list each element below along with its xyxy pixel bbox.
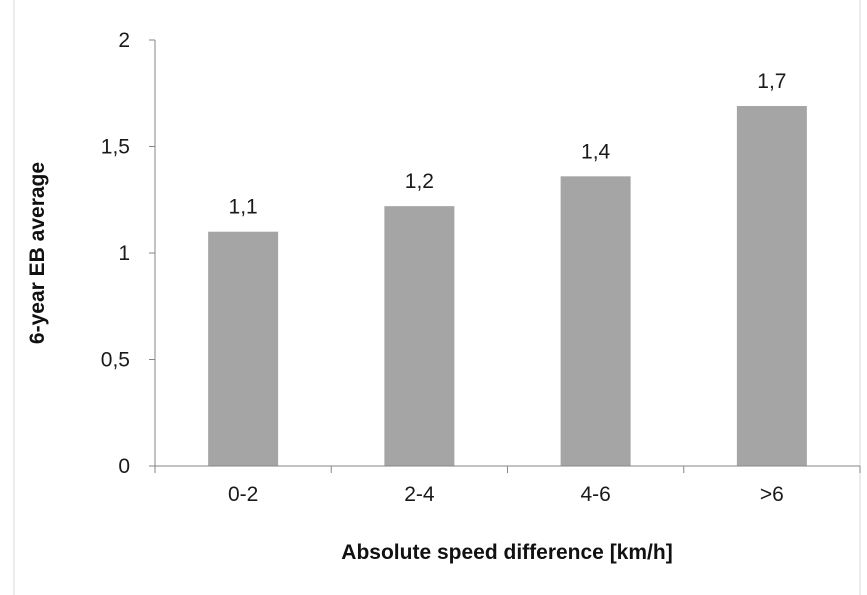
x-tick-label: 2-4 bbox=[404, 483, 435, 506]
data-label: 1,1 bbox=[229, 196, 258, 219]
data-label: 1,4 bbox=[581, 140, 611, 163]
bar-4-6 bbox=[560, 176, 631, 466]
bars-layer bbox=[208, 106, 807, 466]
labels-layer: 1,1 0-2 1,2 2-4 1,4 4-6 1,7 >6 0 0,5 1 1,5 2 bbox=[101, 29, 787, 506]
x-tick-label: 4-6 bbox=[580, 483, 610, 506]
y-tick-label: 1,5 bbox=[101, 136, 130, 159]
y-tick-label: 1 bbox=[118, 242, 130, 265]
data-label: 1,2 bbox=[405, 170, 434, 193]
data-label: 1,7 bbox=[757, 70, 786, 93]
axes-layer bbox=[149, 39, 861, 473]
bar->6 bbox=[736, 106, 807, 466]
y-axis-title: 6-year EB average bbox=[26, 162, 49, 344]
y-tick-label: 2 bbox=[118, 29, 130, 52]
x-tick-label: >6 bbox=[760, 483, 784, 506]
bar-2-4 bbox=[384, 206, 455, 466]
x-axis-title: Absolute speed difference [km/h] bbox=[341, 541, 672, 564]
x-tick-label: 0-2 bbox=[228, 483, 258, 506]
y-tick-label: 0,5 bbox=[101, 349, 130, 372]
bar-0-2 bbox=[208, 231, 279, 466]
y-tick-label: 0 bbox=[118, 455, 130, 478]
